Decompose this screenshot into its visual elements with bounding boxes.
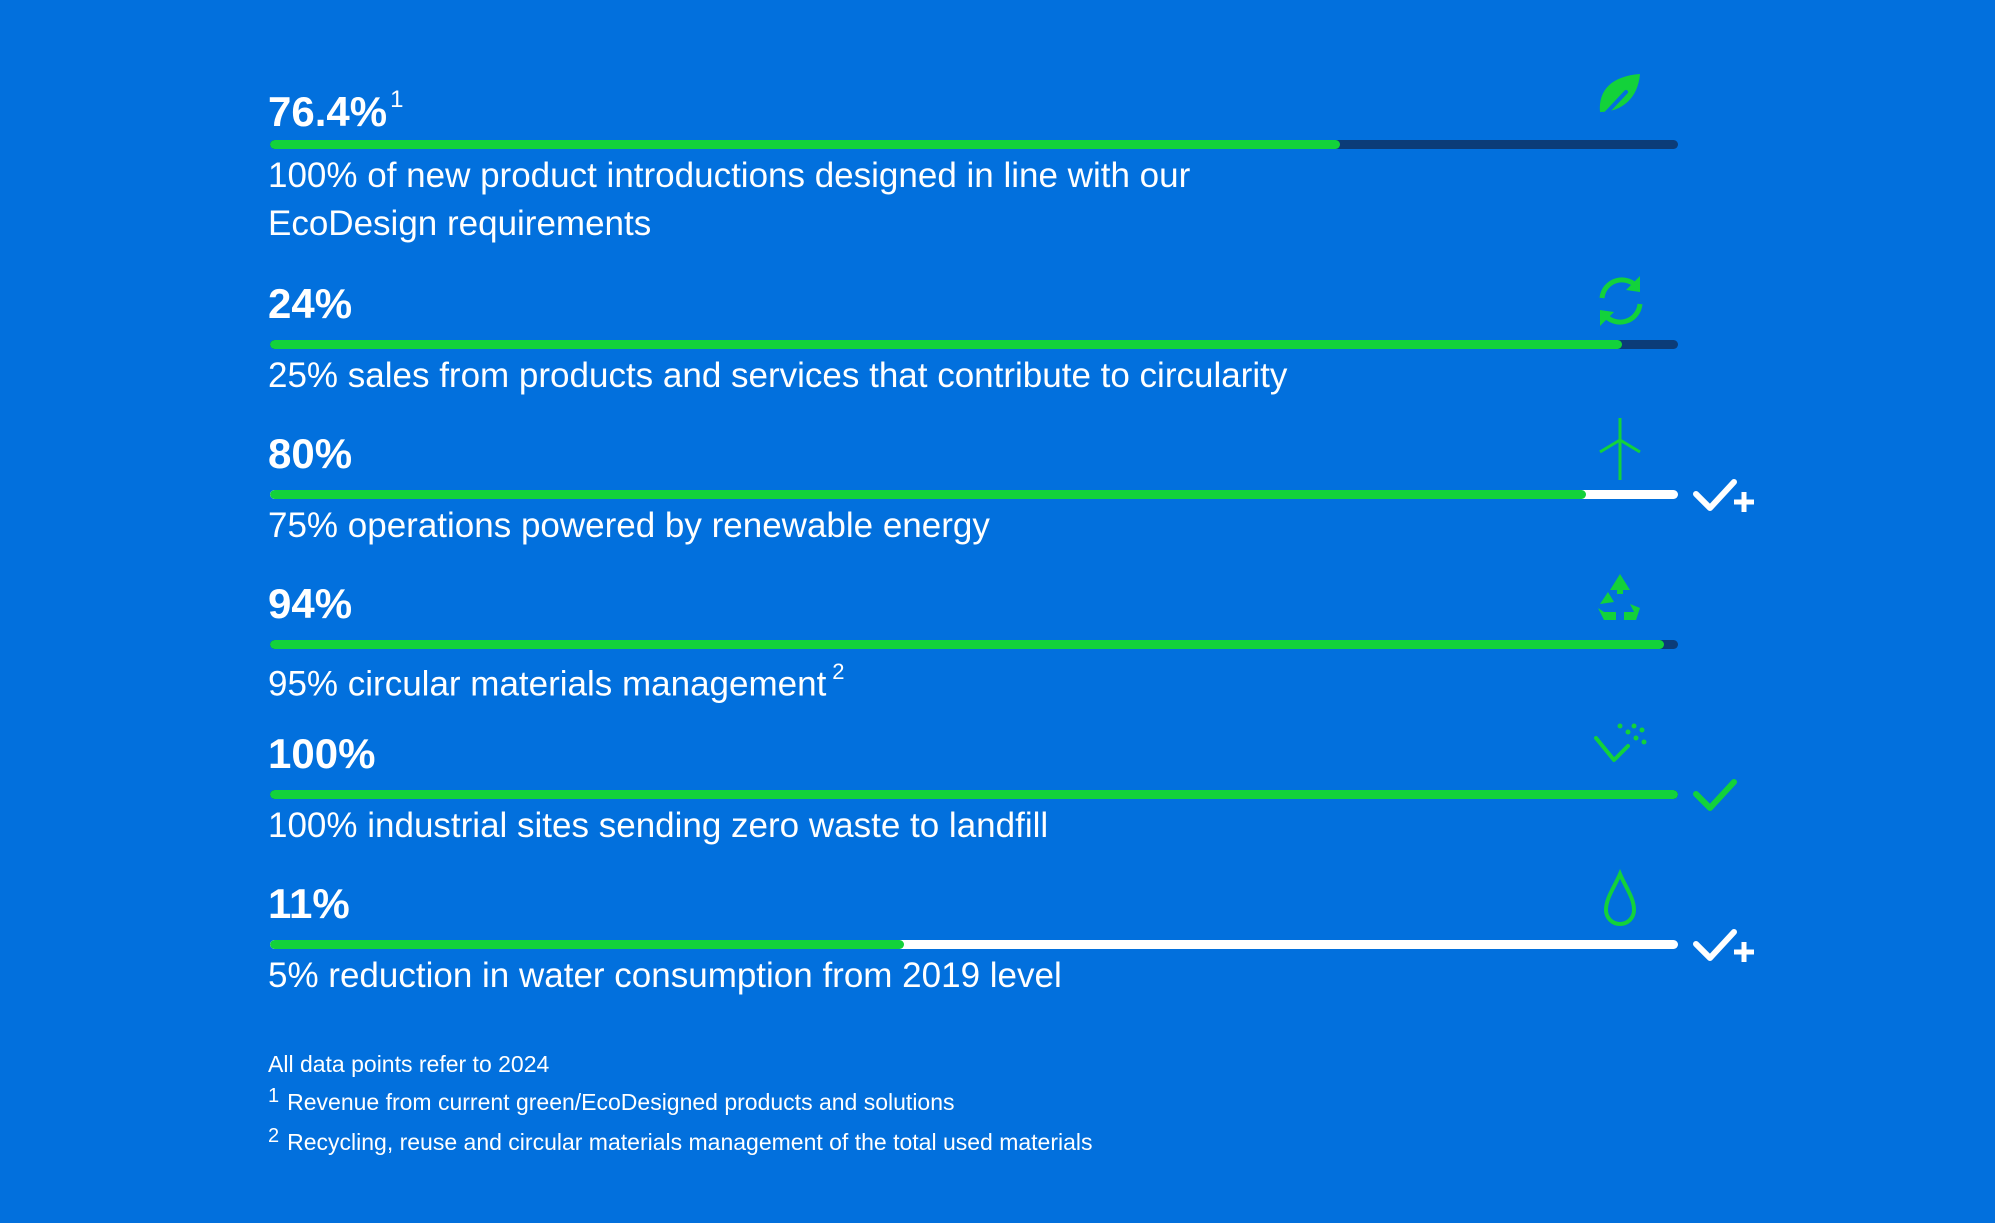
footnote-text: Recycling, reuse and circular materials … <box>287 1129 1093 1155</box>
kpi-description-text: 95% circular materials management <box>268 664 827 704</box>
kpi-value: 80% <box>268 430 352 478</box>
general-note: All data points refer to 2024 <box>268 1051 550 1077</box>
progress-track <box>270 640 1678 649</box>
kpi-value: 76.4% 1 <box>268 80 403 136</box>
footnotes: All data points refer to 2024 1 Revenue f… <box>268 1045 1093 1163</box>
kpi-description: 25% sales from products and services tha… <box>268 352 1368 400</box>
recycle-icon <box>1598 574 1640 620</box>
check-icon <box>1693 779 1737 811</box>
footnote-marker: 1 <box>390 86 404 113</box>
kpi-value-text: 24% <box>268 280 353 327</box>
footnote-text: Revenue from current green/EcoDesigned p… <box>287 1089 955 1115</box>
kpi-description-text: 100% of new product introductions design… <box>268 156 1191 243</box>
kpi-description-text: 25% sales from products and services tha… <box>268 356 1288 395</box>
progress-bar <box>270 940 904 949</box>
zero-waste-icon <box>1594 723 1647 762</box>
kpi-value: 100% <box>268 730 375 778</box>
progress-bar <box>270 490 1587 499</box>
progress-track <box>270 790 1678 799</box>
kpi-value-text: 80% <box>268 430 353 477</box>
progress-bar <box>270 140 1341 149</box>
kpi-description: 75% operations powered by renewable ener… <box>268 502 1368 550</box>
check-plus-icon <box>1693 929 1754 962</box>
water-drop-icon <box>1603 868 1637 926</box>
progress-bar <box>270 640 1664 649</box>
kpi-description: 100% of new product introductions design… <box>268 152 1268 248</box>
wind-turbine-icon <box>1599 418 1641 480</box>
footnote-2: 2 Recycling, reuse and circular materials… <box>268 1123 1093 1163</box>
kpi-description-text: 5% reduction in water consumption from 2… <box>268 956 1062 995</box>
progress-bar <box>270 340 1622 349</box>
kpi-value-text: 11% <box>268 880 350 927</box>
kpi-value-text: 76.4% <box>268 88 388 135</box>
leaf-icon <box>1594 74 1640 126</box>
kpi-value-text: 94% <box>268 580 353 627</box>
progress-track <box>270 140 1678 149</box>
footnote-marker: 2 <box>832 659 845 684</box>
check-plus-icon <box>1693 479 1754 512</box>
kpi-value: 94% <box>268 580 352 628</box>
progress-track <box>270 490 1678 499</box>
kpi-description-text: 75% operations powered by renewable ener… <box>268 506 990 545</box>
progress-track <box>270 940 1678 949</box>
circular-arrows-icon <box>1599 276 1643 326</box>
kpi-description: 5% reduction in water consumption from 2… <box>268 952 1368 1000</box>
progress-bar <box>270 790 1678 799</box>
footnote-number: 2 <box>268 1125 280 1147</box>
kpi-value-text: 100% <box>268 730 376 777</box>
kpi-description: 95% circular materials management 2 <box>268 652 1368 709</box>
kpi-description: 100% industrial sites sending zero waste… <box>268 802 1368 850</box>
footnote-1: 1 Revenue from current green/EcoDesigned … <box>268 1083 1093 1123</box>
footnote-number: 1 <box>268 1085 280 1107</box>
kpi-value: 24% <box>268 280 352 328</box>
progress-track <box>270 340 1678 349</box>
kpi-value: 11% <box>268 880 350 928</box>
kpi-description-text: 100% industrial sites sending zero waste… <box>268 806 1049 845</box>
